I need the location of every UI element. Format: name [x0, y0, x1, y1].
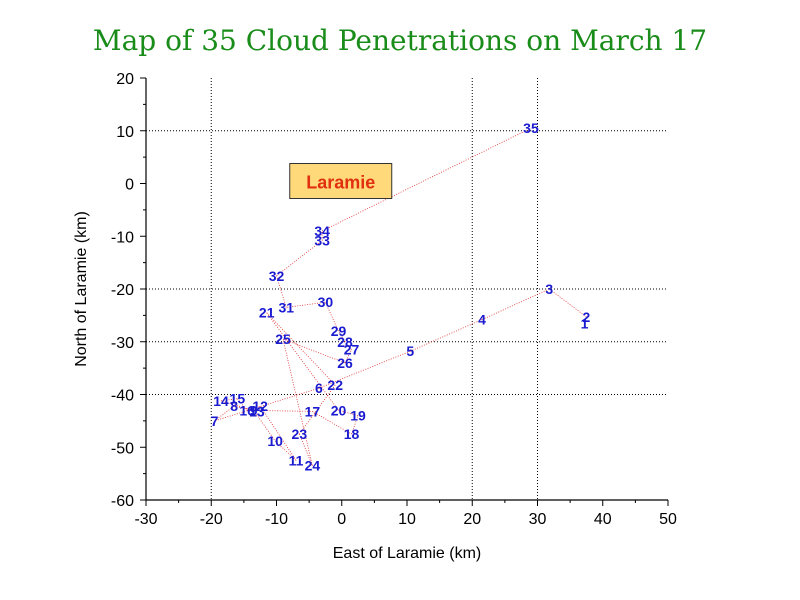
x-tick-label: 20 — [463, 511, 481, 528]
track-segment — [237, 398, 248, 411]
point-label-16: 16 — [239, 402, 255, 418]
grid-lines — [146, 78, 668, 500]
point-label-4: 4 — [478, 312, 486, 328]
x-tick-label: 30 — [529, 511, 547, 528]
x-tick-label: -20 — [200, 511, 223, 528]
y-tick-label: -20 — [111, 282, 134, 299]
x-tick-label: 0 — [337, 511, 346, 528]
track-segment — [286, 301, 326, 308]
point-label-13: 13 — [249, 403, 265, 419]
x-axis-label: East of Laramie (km) — [333, 545, 481, 562]
track-segment — [481, 288, 550, 320]
track-segment — [351, 415, 359, 435]
y-tick-label: -50 — [111, 440, 134, 457]
track-segment — [214, 387, 320, 422]
point-label-12: 12 — [252, 398, 268, 414]
track-segment — [282, 339, 313, 466]
track-segment — [266, 312, 336, 386]
track-segment — [410, 319, 483, 352]
y-tick-label: -60 — [111, 493, 134, 510]
point-label-15: 15 — [230, 391, 246, 407]
y-tick-label: 0 — [125, 177, 134, 194]
point-label-34: 34 — [314, 223, 330, 239]
x-tick-label: -10 — [265, 511, 288, 528]
axes: -30 -20 -10 0 10 20 30 40 50 20 10 0 -10 -20 -30 -40 -50… — [111, 71, 677, 528]
point-label-29: 29 — [331, 323, 347, 339]
point-label-35: 35 — [523, 120, 539, 136]
laramie-annotation: Laramie — [289, 163, 393, 199]
track-segment — [266, 312, 339, 411]
track-segment — [299, 384, 336, 435]
laramie-label: Laramie — [306, 173, 375, 193]
track-segment — [549, 288, 587, 318]
point-label-33: 33 — [314, 232, 330, 248]
x-tick-label: 50 — [659, 511, 677, 528]
point-label-11: 11 — [289, 452, 304, 468]
point-label-31: 31 — [278, 299, 294, 315]
point-label-20: 20 — [331, 402, 347, 418]
point-label-30: 30 — [318, 294, 334, 310]
y-tick-label: 20 — [116, 71, 134, 88]
track-segment — [259, 405, 297, 461]
y-axis-label: North of Laramie (km) — [73, 211, 90, 367]
point-label-7: 7 — [211, 413, 219, 429]
track-segment — [338, 330, 346, 342]
point-label-6: 6 — [315, 380, 323, 396]
track-segment — [282, 338, 346, 364]
chart-title: Map of 35 Cloud Penetrations on March 17 — [92, 24, 708, 57]
point-label-14: 14 — [213, 393, 229, 409]
point-label-2: 2 — [583, 309, 591, 325]
point-label-1: 1 — [581, 315, 589, 331]
track-segment — [338, 409, 359, 416]
x-tick-label: -30 — [134, 511, 157, 528]
point-label-21: 21 — [259, 305, 275, 321]
point-label-18: 18 — [344, 426, 360, 442]
point-label-10: 10 — [267, 433, 283, 449]
point-label-3: 3 — [545, 281, 553, 297]
track-segment — [298, 433, 313, 466]
x-tick-label: 40 — [594, 511, 612, 528]
track-segment — [312, 411, 352, 435]
point-label-23: 23 — [292, 426, 308, 442]
laramie-box — [289, 163, 393, 199]
point-label-26: 26 — [337, 355, 353, 371]
track-segment — [220, 398, 238, 402]
point-label-28: 28 — [337, 334, 353, 350]
track-segment — [584, 316, 587, 324]
track-segment — [214, 405, 235, 422]
point-label-8: 8 — [230, 398, 238, 414]
point-label-32: 32 — [269, 268, 285, 284]
point-label-22: 22 — [327, 377, 343, 393]
track-segment — [325, 302, 339, 332]
y-tick-label: -10 — [111, 229, 134, 246]
point-label-25: 25 — [275, 331, 291, 347]
y-tick-label: -30 — [111, 335, 134, 352]
point-label-5: 5 — [406, 343, 414, 359]
track-segment — [247, 409, 313, 412]
track-segment — [276, 240, 323, 277]
flight-track — [214, 127, 587, 466]
track-segment — [344, 341, 352, 350]
y-tick-label: -40 — [111, 388, 134, 405]
y-tick-label: 10 — [116, 124, 134, 141]
x-tick-label: 10 — [398, 511, 416, 528]
point-label-24: 24 — [305, 458, 321, 474]
point-label-17: 17 — [305, 403, 321, 419]
track-segment — [234, 405, 254, 411]
point-label-9: 9 — [250, 402, 258, 418]
point-label-27: 27 — [344, 342, 360, 358]
point-label-19: 19 — [350, 408, 366, 424]
track-segment — [276, 275, 287, 308]
